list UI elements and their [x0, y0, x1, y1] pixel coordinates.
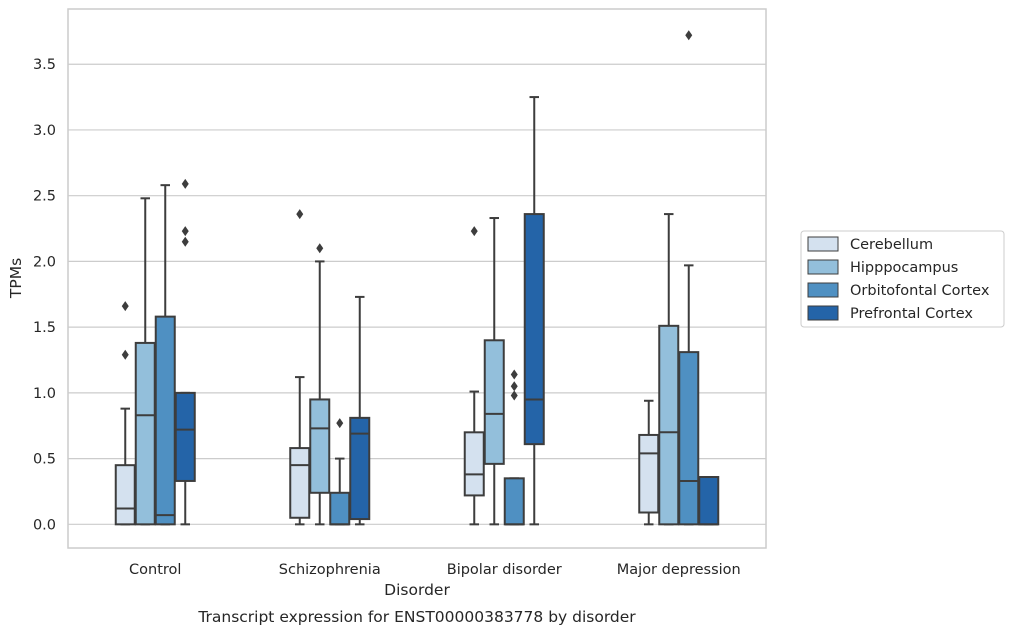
outlier-point: [296, 209, 304, 220]
outlier-point: [685, 30, 693, 41]
outlier-point: [181, 236, 189, 247]
iqr-box: [638, 433, 660, 514]
iqr-box: [154, 315, 176, 526]
legend-label: Prefrontal Cortex: [850, 306, 973, 322]
legend-item: Hipppocampus: [807, 259, 958, 276]
y-tick-labels: 0.0 0.5 1.0 1.5 2.0 2.5 3.0 3.5: [33, 57, 56, 533]
iqr-box: [503, 477, 525, 526]
y-tick-label: 3.5: [33, 57, 56, 73]
outlier-point: [510, 381, 518, 392]
x-axis-title: Disorder: [384, 581, 450, 599]
iqr-box: [658, 324, 680, 526]
box-orbitofontal-cortex: [154, 184, 176, 526]
iqr-box: [678, 351, 700, 526]
iqr-box: [289, 447, 311, 519]
box-prefrontal-cortex: [523, 96, 545, 526]
legend-swatch: [807, 259, 839, 275]
box-prefrontal-cortex: [174, 178, 196, 526]
outlier-point: [181, 226, 189, 237]
outlier-point: [510, 369, 518, 380]
legend-swatch: [807, 305, 839, 321]
legend: Cerebellum Hipppocampus Orbitofontal Corte…: [800, 230, 1005, 328]
box-hipppocampus: [134, 197, 156, 526]
x-tick-label: Bipolar disorder: [447, 562, 562, 578]
y-tick-label: 2.0: [33, 254, 56, 270]
legend-frame: [800, 230, 1005, 328]
legend-item: Cerebellum: [807, 236, 933, 253]
box-hipppocampus: [483, 217, 505, 526]
legend-label: Orbitofontal Cortex: [850, 283, 990, 299]
x-tick-label: Major depression: [617, 562, 741, 578]
legend-swatch: [807, 236, 839, 252]
outlier-point: [336, 418, 344, 429]
iqr-box: [698, 476, 720, 526]
box-orbitofontal-cortex: [678, 30, 700, 526]
legend-swatch: [807, 282, 839, 298]
y-axis-title: TPMs: [7, 258, 25, 299]
iqr-box: [463, 431, 485, 497]
iqr-box: [134, 341, 156, 526]
box-orbitofontal-cortex: [329, 418, 351, 526]
box-cerebellum: [463, 226, 485, 526]
x-tick-label: Control: [129, 562, 181, 578]
y-tick-label: 1.5: [33, 320, 56, 336]
box-prefrontal-cortex: [349, 295, 371, 526]
box-prefrontal-cortex: [698, 476, 720, 526]
legend-label: Cerebellum: [850, 237, 933, 253]
boxes: [114, 30, 720, 526]
y-tick-label: 2.5: [33, 189, 56, 205]
iqr-box: [523, 213, 545, 446]
outlier-point: [181, 178, 189, 189]
y-tick-label: 0.5: [33, 452, 56, 468]
iqr-box: [114, 464, 136, 526]
iqr-box: [309, 398, 331, 494]
box-cerebellum: [638, 399, 660, 526]
outlier-point: [121, 301, 129, 312]
iqr-box: [174, 391, 196, 482]
legend-item: Prefrontal Cortex: [807, 305, 973, 322]
y-tick-label: 3.0: [33, 123, 56, 139]
figure-caption: Transcript expression for ENST0000038377…: [197, 608, 636, 626]
iqr-box: [483, 339, 505, 465]
x-tick-label: Schizophrenia: [279, 562, 381, 578]
box-hipppocampus: [309, 243, 331, 526]
box-cerebellum: [289, 209, 311, 526]
y-tick-label: 1.0: [33, 386, 56, 402]
outlier-point: [316, 243, 324, 254]
plot-frame: [67, 8, 767, 549]
legend-label: Hipppocampus: [850, 260, 958, 276]
outlier-point: [510, 390, 518, 401]
iqr-box: [329, 491, 351, 526]
y-tick-label: 0.0: [33, 517, 56, 533]
outlier-point: [470, 226, 478, 237]
box-orbitofontal-cortex: [503, 369, 525, 526]
outlier-point: [121, 349, 129, 360]
box-hipppocampus: [658, 213, 680, 526]
x-tick-labels: Control Schizophrenia Bipolar disorder Majo…: [129, 562, 741, 578]
legend-item: Orbitofontal Cortex: [807, 282, 990, 299]
box-cerebellum: [114, 301, 136, 526]
iqr-box: [349, 416, 371, 521]
